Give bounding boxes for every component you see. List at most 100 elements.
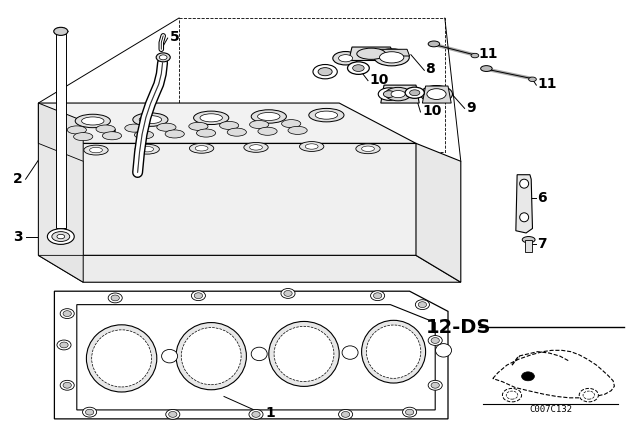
Polygon shape — [516, 175, 532, 233]
Ellipse shape — [181, 327, 241, 385]
Ellipse shape — [60, 342, 68, 348]
Ellipse shape — [529, 77, 536, 82]
Polygon shape — [54, 291, 448, 419]
Polygon shape — [375, 49, 410, 56]
Ellipse shape — [60, 380, 74, 390]
Ellipse shape — [140, 116, 161, 124]
Ellipse shape — [522, 372, 534, 381]
Ellipse shape — [83, 407, 97, 417]
Ellipse shape — [189, 143, 214, 153]
Ellipse shape — [133, 113, 168, 126]
Ellipse shape — [420, 86, 452, 103]
Ellipse shape — [90, 147, 102, 153]
Ellipse shape — [252, 347, 268, 361]
Ellipse shape — [63, 311, 72, 316]
Ellipse shape — [419, 302, 427, 307]
Text: 11: 11 — [479, 47, 498, 61]
Polygon shape — [38, 143, 83, 255]
Ellipse shape — [258, 112, 280, 121]
Ellipse shape — [244, 142, 268, 152]
Ellipse shape — [431, 383, 440, 388]
Ellipse shape — [57, 340, 71, 350]
Ellipse shape — [86, 325, 157, 392]
Polygon shape — [422, 86, 451, 103]
Ellipse shape — [57, 234, 65, 239]
Ellipse shape — [506, 391, 518, 399]
Ellipse shape — [125, 124, 144, 132]
Ellipse shape — [141, 146, 154, 152]
Ellipse shape — [374, 49, 410, 66]
Ellipse shape — [391, 90, 405, 98]
Ellipse shape — [76, 114, 111, 128]
Ellipse shape — [471, 53, 479, 58]
Ellipse shape — [371, 291, 385, 301]
Polygon shape — [38, 103, 83, 282]
Ellipse shape — [227, 128, 246, 136]
Ellipse shape — [194, 111, 229, 125]
Ellipse shape — [165, 130, 184, 138]
Ellipse shape — [318, 68, 332, 76]
Ellipse shape — [162, 349, 178, 363]
Ellipse shape — [431, 338, 440, 344]
Ellipse shape — [67, 126, 86, 134]
Polygon shape — [77, 305, 435, 410]
Ellipse shape — [200, 114, 223, 122]
Text: 11: 11 — [538, 77, 557, 91]
Text: 12-DS: 12-DS — [426, 318, 491, 336]
Ellipse shape — [339, 55, 353, 62]
Ellipse shape — [380, 52, 404, 63]
Ellipse shape — [415, 300, 429, 310]
Text: 9: 9 — [466, 100, 476, 115]
Text: 8: 8 — [426, 62, 435, 77]
Ellipse shape — [135, 144, 159, 154]
Ellipse shape — [108, 293, 122, 303]
Text: 6: 6 — [538, 191, 547, 206]
Ellipse shape — [481, 66, 492, 71]
Ellipse shape — [159, 55, 167, 60]
Ellipse shape — [348, 62, 369, 74]
Polygon shape — [38, 103, 416, 143]
Ellipse shape — [342, 411, 350, 418]
Ellipse shape — [362, 146, 374, 151]
Ellipse shape — [313, 65, 337, 79]
Ellipse shape — [353, 65, 364, 72]
Ellipse shape — [579, 388, 598, 402]
Ellipse shape — [249, 409, 263, 419]
Ellipse shape — [250, 145, 262, 150]
Text: 1: 1 — [266, 406, 275, 420]
Ellipse shape — [308, 108, 344, 122]
Ellipse shape — [427, 89, 446, 99]
Ellipse shape — [250, 121, 269, 129]
Ellipse shape — [406, 409, 414, 415]
Ellipse shape — [333, 52, 358, 65]
Ellipse shape — [52, 232, 70, 241]
Text: 10: 10 — [370, 73, 389, 87]
Ellipse shape — [92, 330, 152, 387]
Ellipse shape — [157, 123, 176, 131]
Text: 7: 7 — [538, 237, 547, 251]
Polygon shape — [381, 85, 419, 103]
Ellipse shape — [47, 229, 74, 245]
Ellipse shape — [111, 295, 119, 301]
Ellipse shape — [583, 391, 595, 399]
Ellipse shape — [189, 122, 208, 130]
Ellipse shape — [383, 90, 395, 98]
Ellipse shape — [54, 27, 68, 35]
Ellipse shape — [252, 411, 260, 418]
Text: 2: 2 — [13, 172, 22, 186]
Text: 4: 4 — [108, 128, 117, 142]
Ellipse shape — [428, 336, 442, 345]
Ellipse shape — [520, 213, 529, 222]
Ellipse shape — [60, 309, 74, 319]
Ellipse shape — [86, 409, 94, 415]
Text: 3: 3 — [13, 229, 22, 244]
Ellipse shape — [357, 48, 385, 60]
Ellipse shape — [156, 53, 170, 62]
Ellipse shape — [428, 41, 440, 47]
Ellipse shape — [502, 388, 522, 402]
Ellipse shape — [403, 407, 417, 417]
Ellipse shape — [342, 346, 358, 359]
Ellipse shape — [362, 320, 426, 383]
Polygon shape — [38, 255, 461, 282]
Ellipse shape — [82, 117, 104, 125]
